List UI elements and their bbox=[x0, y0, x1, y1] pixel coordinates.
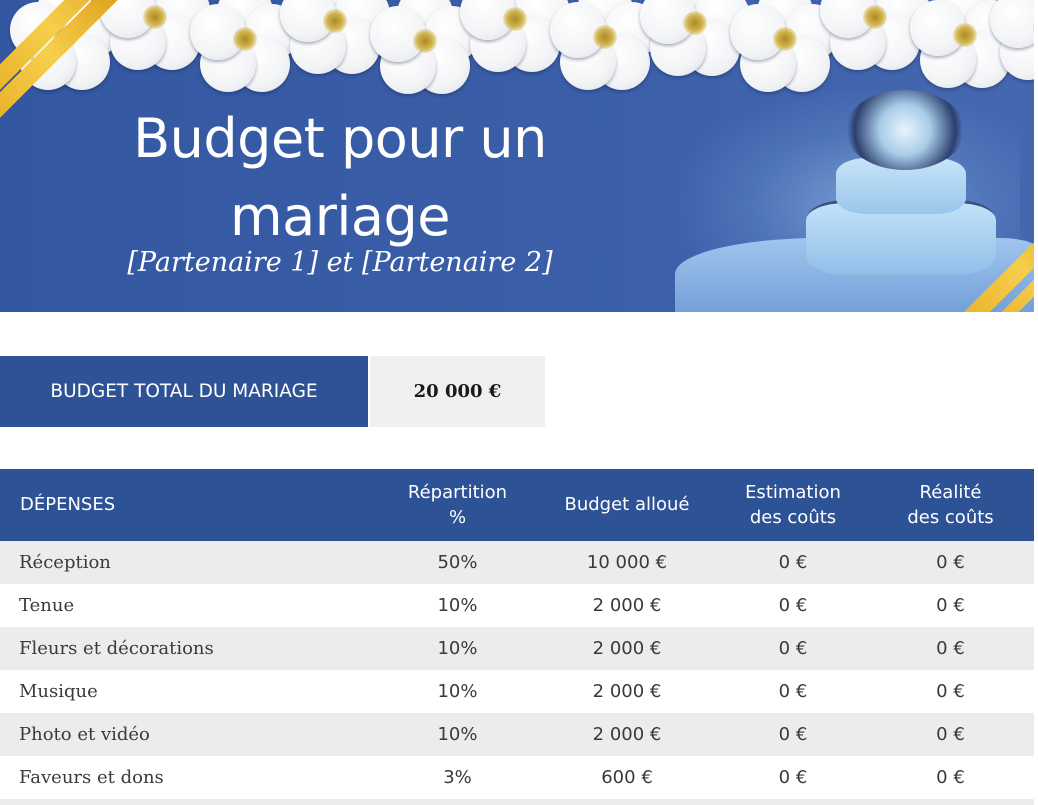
table-row: Tenue 10% 2 000 € 0 € 0 € bbox=[0, 584, 1034, 627]
expense-name[interactable]: Musique bbox=[19, 681, 98, 702]
expense-name[interactable]: Réception bbox=[19, 552, 111, 573]
flower-icon bbox=[550, 0, 660, 92]
expense-share[interactable]: 50% bbox=[437, 552, 478, 573]
expense-name[interactable]: Fleurs et décorations bbox=[19, 638, 214, 659]
expense-estimated[interactable]: 0 € bbox=[778, 681, 808, 702]
expense-estimated[interactable]: 0 € bbox=[778, 595, 808, 616]
table-row: Faveurs et dons 3% 600 € 0 € 0 € bbox=[0, 756, 1034, 799]
title-line-2: mariage bbox=[230, 185, 451, 249]
table-header: DÉPENSES Répartition % Budget alloué Est… bbox=[0, 469, 1034, 541]
header-actual-line1: Réalité bbox=[919, 481, 982, 503]
header-actual-line2: des coûts bbox=[907, 507, 994, 528]
flower-icon bbox=[460, 0, 570, 74]
expense-name[interactable]: Faveurs et dons bbox=[19, 767, 164, 788]
expense-share[interactable]: 10% bbox=[437, 638, 478, 659]
table-row: Photo et vidéo 10% 2 000 € 0 € 0 € bbox=[0, 713, 1034, 756]
expense-estimated[interactable]: 0 € bbox=[778, 724, 808, 745]
expense-share[interactable]: 10% bbox=[437, 724, 478, 745]
expense-share[interactable]: 10% bbox=[437, 681, 478, 702]
table-row: Réception 50% 10 000 € 0 € 0 € bbox=[0, 541, 1034, 584]
expense-actual[interactable]: 0 € bbox=[936, 638, 965, 659]
expense-actual[interactable]: 0 € bbox=[936, 767, 965, 788]
expense-estimated[interactable]: 0 € bbox=[778, 552, 808, 573]
expense-actual[interactable]: 0 € bbox=[936, 724, 965, 745]
expense-estimated[interactable]: 0 € bbox=[778, 767, 808, 788]
header-allocated: Budget alloué bbox=[564, 494, 690, 516]
table-row: Fleurs et décorations 10% 2 000 € 0 € 0 … bbox=[0, 627, 1034, 670]
header-share-line2: % bbox=[448, 507, 467, 528]
title-block: Budget pour un mariage [Partenaire 1] et… bbox=[100, 100, 580, 278]
header-share: Répartition % bbox=[380, 469, 535, 541]
flower-border-image bbox=[0, 0, 1034, 94]
header-estimated-line1: Estimation bbox=[745, 481, 841, 503]
expense-estimated[interactable]: 0 € bbox=[778, 638, 808, 659]
expense-actual[interactable]: 0 € bbox=[936, 552, 965, 573]
header-estimated-line2: des coûts bbox=[749, 507, 837, 528]
header-banner: Budget pour un mariage [Partenaire 1] et… bbox=[0, 0, 1034, 312]
partners-subtitle[interactable]: [Partenaire 1] et [Partenaire 2] bbox=[127, 246, 553, 278]
expense-name[interactable]: Tenue bbox=[19, 595, 75, 616]
expense-actual[interactable]: 0 € bbox=[936, 595, 965, 616]
total-budget-value[interactable]: 20 000 € bbox=[370, 356, 545, 427]
cake-flower-topper bbox=[845, 90, 965, 170]
flower-icon bbox=[280, 0, 390, 76]
header-share-line1: Répartition bbox=[407, 481, 508, 503]
expense-allocated: 600 € bbox=[601, 767, 653, 788]
flower-icon bbox=[990, 0, 1034, 82]
flower-icon bbox=[730, 0, 840, 94]
expense-allocated: 2 000 € bbox=[592, 724, 662, 745]
title-line-1: Budget pour un bbox=[133, 107, 547, 170]
total-budget-label: BUDGET TOTAL DU MARIAGE bbox=[0, 356, 368, 427]
expense-actual[interactable]: 0 € bbox=[936, 681, 965, 702]
expense-share[interactable]: 10% bbox=[437, 595, 478, 616]
expense-allocated: 2 000 € bbox=[592, 638, 662, 659]
header-expenses: DÉPENSES bbox=[20, 494, 116, 516]
table-row: Musique 10% 2 000 € 0 € 0 € bbox=[0, 670, 1034, 713]
expense-allocated: 2 000 € bbox=[592, 681, 662, 702]
expense-name[interactable]: Photo et vidéo bbox=[19, 724, 150, 745]
expense-allocated: 10 000 € bbox=[586, 552, 668, 573]
expense-allocated: 2 000 € bbox=[592, 595, 662, 616]
header-actual: Réalité des coûts bbox=[867, 469, 1034, 541]
page-title: Budget pour un mariage bbox=[100, 100, 580, 257]
expenses-table: DÉPENSES Répartition % Budget alloué Est… bbox=[0, 469, 1034, 805]
header-estimated: Estimation des coûts bbox=[719, 469, 867, 541]
expense-share[interactable]: 3% bbox=[443, 767, 472, 788]
